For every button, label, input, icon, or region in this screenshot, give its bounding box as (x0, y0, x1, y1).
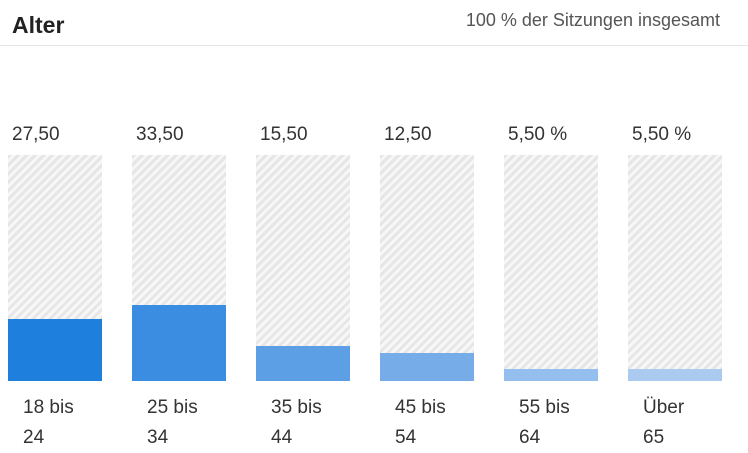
category-label: 55 bis 64 (519, 397, 570, 448)
category-label: 18 bis 24 (23, 397, 74, 448)
bar (380, 352, 474, 381)
bar (132, 305, 226, 381)
bar-track (8, 155, 102, 381)
bar (256, 345, 350, 381)
value-label: 5,50 % (508, 124, 568, 145)
bar-track (132, 155, 226, 381)
bar-track (504, 155, 598, 381)
category-label: 25 bis 34 (147, 397, 198, 448)
bar (504, 368, 598, 381)
bar (628, 368, 722, 381)
value-label: 5,50 % (632, 124, 692, 145)
bar-track (628, 155, 722, 381)
category-label: Über 65 (643, 397, 685, 448)
header-rule (0, 45, 748, 46)
bar-track (256, 155, 350, 381)
bar (8, 318, 102, 381)
widget-title: Alter (12, 12, 65, 38)
widget-subtitle: 100 % der Sitzungen insgesamt (465, 10, 720, 30)
category-label: 45 bis 54 (395, 397, 446, 448)
category-label: 35 bis 44 (271, 397, 322, 448)
bar-track (380, 155, 474, 381)
